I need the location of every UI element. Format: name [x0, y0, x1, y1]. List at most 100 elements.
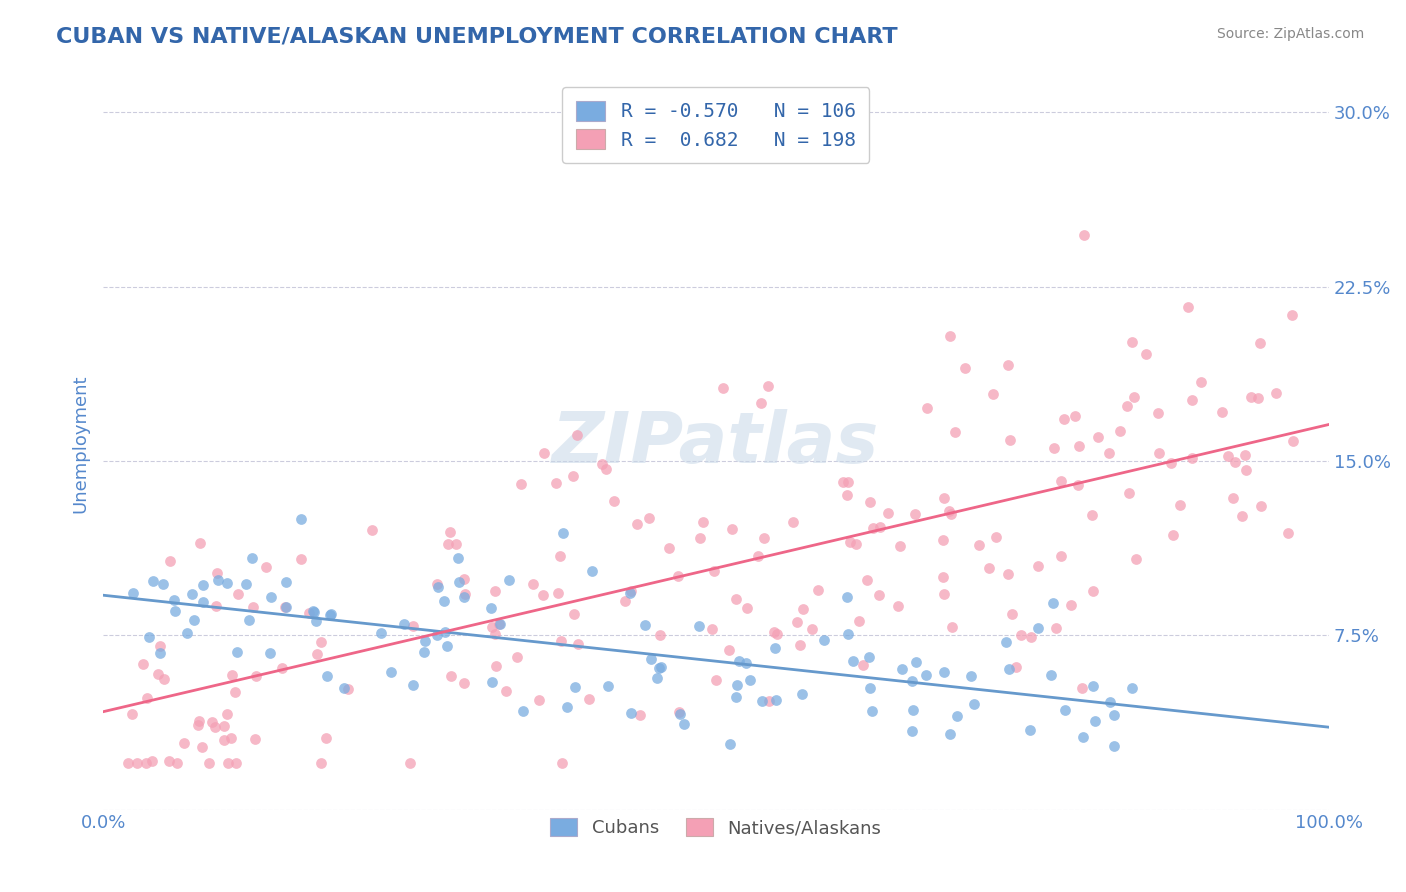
Point: [555, 700, 578, 714]
Point: [868, 588, 890, 602]
Point: [650, 660, 672, 674]
Point: [792, 601, 814, 615]
Point: [628, 707, 651, 722]
Point: [135, 690, 157, 705]
Point: [758, 694, 780, 708]
Point: [835, 590, 858, 604]
Y-axis label: Unemployment: Unemployment: [72, 375, 89, 513]
Point: [125, 756, 148, 770]
Point: [567, 637, 589, 651]
Point: [316, 669, 339, 683]
Point: [447, 550, 470, 565]
Point: [225, 756, 247, 770]
Point: [153, 672, 176, 686]
Point: [453, 676, 475, 690]
Point: [1054, 703, 1077, 717]
Point: [887, 599, 910, 614]
Point: [238, 613, 260, 627]
Point: [596, 679, 619, 693]
Point: [146, 667, 169, 681]
Point: [578, 692, 600, 706]
Point: [402, 678, 425, 692]
Point: [212, 719, 235, 733]
Point: [454, 587, 477, 601]
Point: [440, 669, 463, 683]
Point: [963, 697, 986, 711]
Point: [276, 599, 298, 614]
Point: [243, 732, 266, 747]
Point: [984, 531, 1007, 545]
Point: [562, 469, 585, 483]
Point: [506, 650, 529, 665]
Point: [1050, 549, 1073, 564]
Point: [212, 733, 235, 747]
Point: [183, 613, 205, 627]
Point: [807, 583, 830, 598]
Point: [1277, 526, 1299, 541]
Point: [219, 731, 242, 746]
Point: [997, 358, 1019, 372]
Point: [905, 655, 928, 669]
Point: [994, 634, 1017, 648]
Point: [565, 428, 588, 442]
Point: [197, 756, 219, 770]
Point: [444, 537, 467, 551]
Point: [224, 685, 246, 699]
Point: [997, 566, 1019, 581]
Point: [260, 591, 283, 605]
Point: [858, 650, 880, 665]
Point: [157, 754, 180, 768]
Point: [1104, 707, 1126, 722]
Point: [138, 630, 160, 644]
Point: [735, 600, 758, 615]
Point: [692, 515, 714, 529]
Point: [512, 704, 534, 718]
Point: [433, 624, 456, 639]
Point: [915, 668, 938, 682]
Point: [1116, 399, 1139, 413]
Point: [1189, 375, 1212, 389]
Point: [274, 599, 297, 614]
Point: [1098, 446, 1121, 460]
Point: [756, 379, 779, 393]
Point: [932, 491, 955, 505]
Point: [380, 665, 402, 680]
Point: [591, 457, 613, 471]
Point: [1073, 227, 1095, 242]
Point: [1181, 451, 1204, 466]
Point: [426, 580, 449, 594]
Text: ZIPatlas: ZIPatlas: [553, 409, 880, 478]
Point: [479, 600, 502, 615]
Point: [725, 592, 748, 607]
Point: [1250, 499, 1272, 513]
Point: [782, 516, 804, 530]
Point: [240, 551, 263, 566]
Point: [1234, 463, 1257, 477]
Point: [932, 587, 955, 601]
Point: [166, 756, 188, 770]
Point: [979, 561, 1001, 575]
Point: [1121, 335, 1143, 350]
Point: [1264, 386, 1286, 401]
Point: [831, 475, 853, 489]
Point: [509, 476, 531, 491]
Point: [188, 536, 211, 550]
Point: [1001, 607, 1024, 621]
Point: [1147, 446, 1170, 460]
Point: [426, 577, 449, 591]
Point: [1147, 406, 1170, 420]
Point: [551, 526, 574, 541]
Point: [215, 576, 238, 591]
Point: [193, 595, 215, 609]
Point: [392, 617, 415, 632]
Point: [1026, 622, 1049, 636]
Point: [1122, 390, 1144, 404]
Point: [703, 564, 725, 578]
Point: [399, 756, 422, 770]
Point: [981, 386, 1004, 401]
Point: [637, 511, 659, 525]
Point: [789, 638, 811, 652]
Point: [181, 587, 204, 601]
Point: [860, 705, 883, 719]
Point: [901, 724, 924, 739]
